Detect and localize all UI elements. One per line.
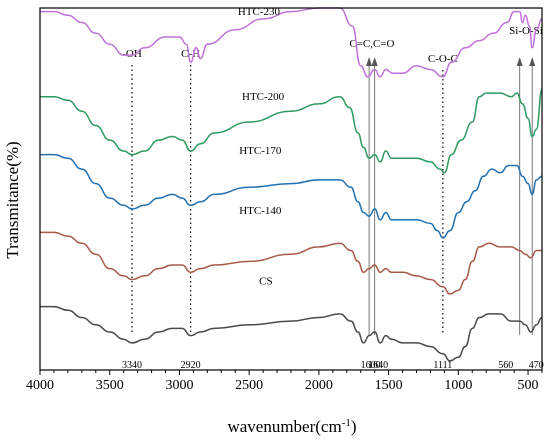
peak-wavenumber-label: 3340 [122, 360, 142, 371]
x-tick-label: 1500 [375, 378, 403, 393]
x-tick-label: 3000 [165, 378, 193, 393]
peak-label: -OH [122, 48, 142, 60]
x-axis-title: wavenumber(cm-1) [227, 417, 356, 436]
series-line-htc-170 [40, 153, 543, 239]
peak-arrow-head [371, 57, 378, 66]
series-label: CS [259, 276, 272, 288]
peak-wavenumber-label: 560 [498, 360, 513, 371]
series-line-cs [40, 305, 543, 362]
series-label: HTC-230 [238, 6, 281, 18]
x-tick-label: 2000 [305, 378, 333, 393]
series-line-htc-230 [40, 7, 543, 78]
x-axis-title-sup: -1 [342, 417, 351, 429]
x-tick-label: 2500 [235, 378, 263, 393]
x-tick-label: 1000 [444, 378, 472, 393]
x-tick-label: 500 [518, 378, 539, 393]
peak-arrow-head [529, 57, 536, 66]
peak-wavenumber-label: 2920 [181, 360, 201, 371]
axes: 4000 3500 3000 2500 2000 1500 1000 500 [26, 7, 543, 393]
series-label: HTC-200 [242, 91, 285, 103]
series-label: HTC-170 [239, 145, 282, 157]
x-tick-label: 3500 [96, 378, 124, 393]
plot-frame [39, 7, 543, 371]
group-label-cc-co: C=C,C=O [349, 38, 394, 50]
y-axis-title: Transmitance(%) [3, 141, 22, 258]
x-tick-label: 4000 [26, 378, 54, 393]
series-group: HTC-230 HTC-200 HTC-170 HTC-140 CS [40, 6, 543, 362]
peak-arrow-head [516, 57, 523, 66]
series-line-htc-200 [40, 88, 543, 174]
peak-wavenumber-label: 470 [529, 360, 544, 371]
x-axis-title-main: wavenumber(cm [227, 417, 341, 436]
x-axis-title-suffix: ) [351, 417, 357, 436]
peak-wavenumber-label: 1111 [433, 360, 452, 371]
series-line-htc-140 [40, 231, 542, 295]
peak-label: C-O-C [428, 53, 458, 65]
peak-wavenumber-label: 1640 [368, 360, 388, 371]
peak-wavenumber-label: 1600 [361, 360, 381, 371]
series-label: HTC-140 [239, 205, 282, 217]
peak-arrow-head [366, 57, 373, 66]
peak-label: C-H [181, 48, 200, 60]
